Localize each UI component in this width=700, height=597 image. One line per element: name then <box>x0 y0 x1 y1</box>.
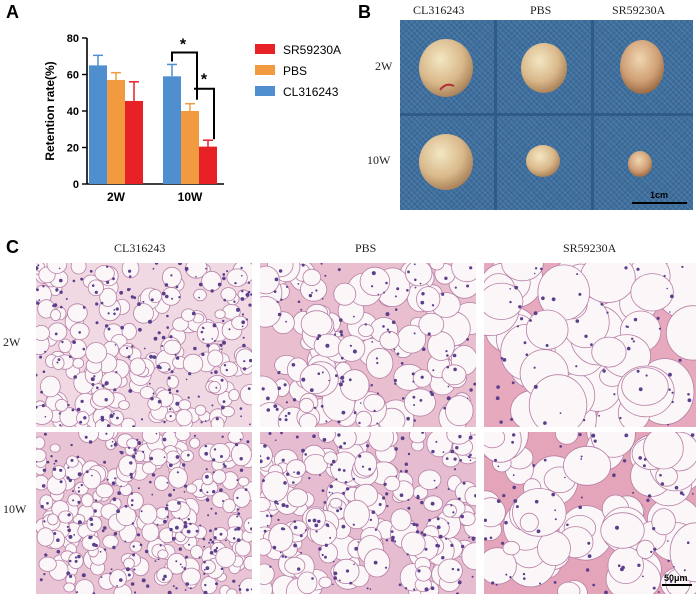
x-tick-label: 10W <box>178 190 203 204</box>
histology-2w-pbs <box>260 263 476 427</box>
panel-label-a: A <box>6 2 19 22</box>
panel-c-col-header-sr59230a: SR59230A <box>563 241 617 255</box>
legend-swatch-cl316243 <box>255 86 275 96</box>
photo-2w-sr59230a <box>594 20 693 113</box>
panel-c-row-label-10w: 10W <box>3 502 27 516</box>
histology-scale-bar <box>662 584 692 586</box>
y-tick-label: 80 <box>67 33 79 45</box>
panel-b-col-header-sr59230a: SR59230A <box>612 3 666 17</box>
bar-sr59230a-10w <box>199 146 217 184</box>
photo-scale-bar <box>632 202 687 204</box>
photo-10w-sr59230a: 1cm <box>594 116 693 210</box>
panel-c-col-header-pbs: PBS <box>355 241 377 255</box>
photo-2w-pbs <box>497 20 591 113</box>
panel-b-row-label-2w: 2W <box>375 59 393 73</box>
panel-c-row-label-2w: 2W <box>3 335 21 349</box>
significance-star: * <box>201 72 208 89</box>
photo-10w-cl316243 <box>400 116 494 210</box>
bar-sr59230a-2w <box>125 100 143 184</box>
histology-2w-sr59230a <box>484 263 696 427</box>
significance-star: * <box>180 36 187 53</box>
panel-label-c: C <box>6 237 19 257</box>
panel-b-row-label-10w: 10W <box>367 153 391 167</box>
histology-10w-pbs <box>260 432 476 594</box>
explant-photo-grid: 1cm <box>400 20 693 210</box>
bar-pbs-2w <box>107 79 125 184</box>
y-tick-label: 40 <box>67 106 79 118</box>
legend-label-cl316243: CL316243 <box>283 85 339 99</box>
histology-scale-bar-label: 50μm <box>664 573 688 583</box>
photo-2w-cl316243 <box>400 20 494 113</box>
legend-swatch-pbs <box>255 65 275 75</box>
panel-c-col-header-cl316243: CL316243 <box>114 241 166 255</box>
legend-swatch-sr59230a <box>255 44 275 54</box>
legend-label-pbs: PBS <box>283 64 307 78</box>
panel-b-col-header-pbs: PBS <box>530 3 552 17</box>
photo-scale-bar-label: 1cm <box>650 190 669 200</box>
bar-cl316243-10w <box>163 76 181 184</box>
x-tick-label: 2W <box>107 190 126 204</box>
legend-label-sr59230a: SR59230A <box>283 43 341 57</box>
histology-10w-sr59230a: 50μm <box>484 432 696 594</box>
bar-pbs-10w <box>181 111 199 184</box>
histology-10w-cl316243 <box>36 432 252 594</box>
panel-label-b: B <box>358 2 371 22</box>
y-tick-label: 20 <box>67 143 79 155</box>
histology-2w-cl316243 <box>36 263 252 427</box>
y-tick-label: 60 <box>67 70 79 82</box>
y-tick-label: 0 <box>73 179 79 191</box>
retention-bar-chart: 0 20 40 60 80 Retention rate(%) 2W 10W * * SR59230… <box>43 33 341 204</box>
significance-bracket <box>194 87 215 140</box>
significance-bracket <box>171 51 198 100</box>
panel-b-col-header-cl316243: CL316243 <box>413 3 465 17</box>
photo-10w-pbs <box>497 116 591 210</box>
bar-cl316243-2w <box>89 65 107 184</box>
y-axis-title: Retention rate(%) <box>43 61 57 160</box>
